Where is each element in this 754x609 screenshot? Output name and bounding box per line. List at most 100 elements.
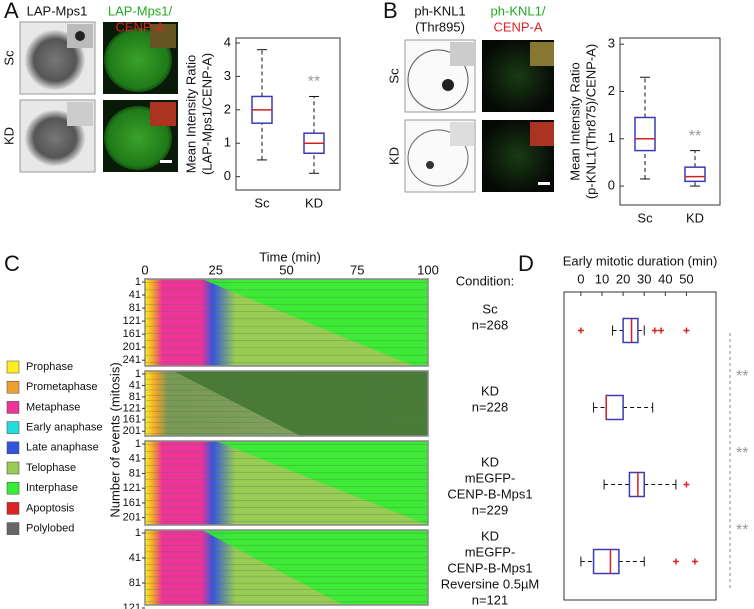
- raster-frame: [144, 529, 429, 606]
- significance: **: [736, 368, 748, 385]
- condition-label: KD: [481, 528, 499, 543]
- box: [605, 394, 624, 421]
- legend-label: Telophase: [26, 462, 76, 474]
- legend-swatch: [6, 421, 20, 434]
- x-tick-label: 40: [658, 271, 672, 286]
- legend-label: Late anaphase: [26, 442, 99, 454]
- y-tick-label: 81: [129, 467, 141, 479]
- outlier: [683, 481, 690, 488]
- images-a: [19, 21, 178, 173]
- legend-label: Metaphase: [26, 401, 80, 413]
- y-tick-label: 161: [123, 497, 141, 509]
- raster-frame: [144, 278, 429, 367]
- row-label: KD: [1, 127, 16, 145]
- y-tick-label: 161: [123, 414, 141, 426]
- raster-image: [173, 371, 428, 436]
- box: [622, 317, 639, 344]
- condition-label: Sc: [482, 301, 498, 316]
- condition-label: n=228: [472, 399, 509, 414]
- raster-frame: [144, 370, 429, 437]
- significance: **: [308, 74, 320, 91]
- legend-label: Prophase: [26, 361, 73, 373]
- panel-letter: C: [4, 251, 20, 276]
- condition-label: n=229: [472, 502, 509, 517]
- y-tick-label: 121: [123, 602, 141, 609]
- legend-swatch: [6, 441, 20, 455]
- significance: **: [736, 522, 748, 539]
- condition-label: n=268: [472, 317, 509, 332]
- legend-swatch: [6, 380, 20, 394]
- y-tick-label: 0: [224, 168, 231, 183]
- y-tick-label: 1: [135, 527, 141, 539]
- x-tick-label: 30: [637, 271, 651, 286]
- significance: **: [689, 128, 701, 145]
- panel-letter: A: [4, 0, 19, 23]
- legend-swatch: [6, 401, 20, 414]
- legend-label: Early anaphase: [26, 422, 102, 434]
- condition-label: mEGFP-: [465, 544, 516, 559]
- x-tick-label: 0: [141, 262, 148, 277]
- y-tick-label: 3: [224, 68, 231, 83]
- chart-title: Early mitotic duration (min): [563, 253, 718, 268]
- outlier: [691, 558, 698, 565]
- outlier: [577, 327, 584, 334]
- image-label: LAP-Mps1: [27, 3, 88, 18]
- condition-label: Reversine 0.5µM: [441, 576, 540, 591]
- x-tick-label: 50: [279, 262, 293, 277]
- plot-frame: [619, 37, 721, 206]
- x-tick-label: 10: [595, 271, 609, 286]
- y-axis-label: Number of events (mitosis): [107, 362, 122, 517]
- condition-label: KD: [481, 383, 499, 398]
- panel-letter: B: [383, 0, 398, 23]
- raster-image: [201, 530, 428, 605]
- image-label: CENP-A: [115, 19, 164, 34]
- image-label: ph-KNL1: [414, 3, 465, 18]
- y-tick-label: 121: [123, 482, 141, 494]
- x-tick-label: 75: [350, 262, 364, 277]
- image-label: (Thr895): [415, 19, 465, 34]
- y-tick-label: 201: [123, 425, 141, 437]
- condition-title: Condition:: [456, 273, 515, 288]
- row-label: KD: [386, 147, 401, 165]
- outlier: [672, 558, 679, 565]
- box: [684, 166, 706, 183]
- condition-label: mEGFP-: [465, 470, 516, 485]
- x-tick-label: 20: [616, 271, 630, 286]
- y-tick-label: 81: [129, 302, 141, 314]
- legend-label: Prometaphase: [26, 381, 98, 393]
- box: [634, 116, 656, 152]
- y-axis-label: (p-KNL1(Thr875)/CENP-A): [583, 44, 598, 199]
- raster-image: [215, 441, 428, 525]
- legend-swatch: [6, 522, 20, 535]
- y-tick-label: 1: [135, 438, 141, 450]
- legend-label: Interphase: [26, 482, 78, 494]
- significance: **: [736, 445, 748, 462]
- y-tick-label: 1: [135, 276, 141, 288]
- y-tick-label: 3: [608, 36, 615, 51]
- row-label: Sc: [386, 68, 401, 84]
- x-tick-label: 0: [577, 271, 584, 286]
- plot-frame: [563, 291, 717, 601]
- x-tick-label: KD: [686, 210, 704, 225]
- outlier: [651, 327, 658, 334]
- plot-frame: [235, 37, 341, 191]
- y-tick-label: 81: [129, 391, 141, 403]
- x-tick-label: Sc: [637, 210, 653, 225]
- legend-label: Polylobed: [26, 523, 74, 535]
- y-tick-label: 41: [129, 552, 141, 564]
- condition-label: CENP-B-Mps1: [447, 486, 532, 501]
- condition-label: KD: [481, 454, 499, 469]
- y-tick-label: 1: [135, 368, 141, 380]
- y-tick-label: 121: [123, 315, 141, 327]
- images-b: [404, 39, 554, 193]
- y-tick-label: 201: [123, 512, 141, 524]
- x-tick-label: 50: [679, 271, 693, 286]
- condition-label: CENP-B-Mps1: [447, 560, 532, 575]
- y-tick-label: 41: [129, 453, 141, 465]
- box: [592, 548, 620, 575]
- y-tick-label: 241: [123, 354, 141, 366]
- image-label: ph-KNL1/: [491, 3, 546, 18]
- y-tick-label: 81: [129, 577, 141, 589]
- raster-image: [201, 279, 428, 366]
